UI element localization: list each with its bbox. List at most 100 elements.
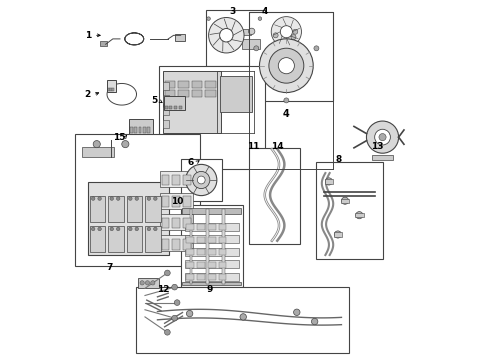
Bar bbox=[88, 182, 169, 255]
Bar bbox=[75, 134, 200, 266]
Bar bbox=[108, 226, 123, 252]
Circle shape bbox=[98, 227, 101, 231]
Bar bbox=[185, 235, 239, 243]
Text: 5: 5 bbox=[151, 96, 157, 105]
Bar bbox=[160, 214, 193, 230]
Bar bbox=[146, 226, 161, 252]
Bar bbox=[162, 196, 170, 207]
Bar bbox=[317, 162, 383, 258]
Bar bbox=[163, 71, 221, 133]
Circle shape bbox=[367, 121, 398, 153]
Circle shape bbox=[375, 129, 391, 145]
Circle shape bbox=[220, 28, 233, 42]
Bar bbox=[181, 205, 243, 287]
Circle shape bbox=[140, 281, 144, 285]
Bar bbox=[169, 106, 172, 109]
Bar bbox=[134, 127, 137, 133]
Circle shape bbox=[269, 48, 304, 83]
Circle shape bbox=[147, 197, 151, 201]
Bar bbox=[90, 196, 105, 222]
Bar bbox=[197, 237, 205, 243]
Bar bbox=[208, 262, 216, 267]
Bar bbox=[208, 237, 216, 243]
Bar bbox=[82, 147, 114, 157]
Circle shape bbox=[260, 39, 313, 93]
Bar bbox=[192, 90, 202, 97]
Bar bbox=[205, 90, 216, 97]
Bar bbox=[183, 175, 191, 185]
Circle shape bbox=[248, 28, 255, 35]
Bar bbox=[174, 106, 177, 109]
Bar bbox=[186, 224, 194, 230]
Bar bbox=[127, 196, 142, 222]
Bar bbox=[190, 209, 193, 284]
Text: 3: 3 bbox=[229, 7, 236, 16]
Bar bbox=[219, 262, 226, 267]
Bar bbox=[172, 196, 180, 207]
Bar bbox=[181, 158, 222, 202]
Bar bbox=[162, 217, 170, 228]
Circle shape bbox=[273, 33, 278, 38]
Text: 14: 14 bbox=[271, 142, 283, 151]
Circle shape bbox=[128, 227, 132, 231]
Bar bbox=[178, 90, 189, 97]
Circle shape bbox=[172, 284, 177, 290]
Circle shape bbox=[146, 281, 149, 285]
Text: 2: 2 bbox=[85, 90, 91, 99]
Bar bbox=[127, 226, 142, 252]
Circle shape bbox=[174, 300, 180, 306]
Bar bbox=[355, 213, 364, 217]
Bar bbox=[186, 249, 194, 255]
Bar bbox=[242, 28, 251, 35]
Bar bbox=[372, 155, 393, 160]
Circle shape bbox=[379, 134, 386, 141]
Circle shape bbox=[193, 171, 210, 189]
Text: 13: 13 bbox=[371, 142, 383, 151]
Bar bbox=[197, 262, 205, 267]
Bar bbox=[219, 274, 226, 280]
Bar bbox=[182, 207, 242, 214]
Circle shape bbox=[172, 315, 177, 321]
Circle shape bbox=[98, 197, 101, 201]
Bar bbox=[186, 274, 194, 280]
Bar bbox=[192, 81, 202, 88]
Bar bbox=[248, 148, 300, 244]
Circle shape bbox=[293, 29, 298, 34]
Bar bbox=[129, 119, 153, 134]
Circle shape bbox=[186, 310, 193, 317]
Circle shape bbox=[284, 98, 289, 103]
Bar bbox=[165, 81, 175, 88]
Bar bbox=[138, 278, 159, 288]
Text: 6: 6 bbox=[188, 158, 194, 167]
Circle shape bbox=[197, 176, 205, 184]
Bar bbox=[139, 127, 142, 133]
Bar bbox=[197, 274, 205, 280]
Text: 8: 8 bbox=[336, 155, 342, 164]
Bar bbox=[113, 88, 114, 91]
Bar bbox=[219, 224, 226, 230]
Bar bbox=[100, 41, 107, 46]
Bar bbox=[160, 235, 193, 251]
Bar bbox=[160, 193, 193, 208]
Circle shape bbox=[209, 18, 244, 53]
Circle shape bbox=[291, 35, 296, 40]
Circle shape bbox=[278, 58, 294, 74]
Bar bbox=[163, 108, 169, 115]
Circle shape bbox=[110, 197, 114, 201]
Bar bbox=[165, 90, 175, 97]
Bar bbox=[334, 232, 342, 237]
Bar bbox=[185, 248, 239, 256]
Text: 9: 9 bbox=[207, 285, 213, 294]
Circle shape bbox=[207, 17, 210, 21]
Bar bbox=[183, 239, 191, 249]
Bar bbox=[175, 34, 185, 41]
Text: 15: 15 bbox=[113, 133, 125, 142]
Bar bbox=[107, 80, 117, 93]
Bar bbox=[185, 273, 239, 281]
Bar bbox=[219, 249, 226, 255]
Circle shape bbox=[153, 197, 157, 201]
Text: 7: 7 bbox=[106, 263, 112, 272]
Text: 4: 4 bbox=[262, 7, 268, 16]
Bar bbox=[222, 209, 224, 284]
Bar bbox=[163, 95, 169, 103]
